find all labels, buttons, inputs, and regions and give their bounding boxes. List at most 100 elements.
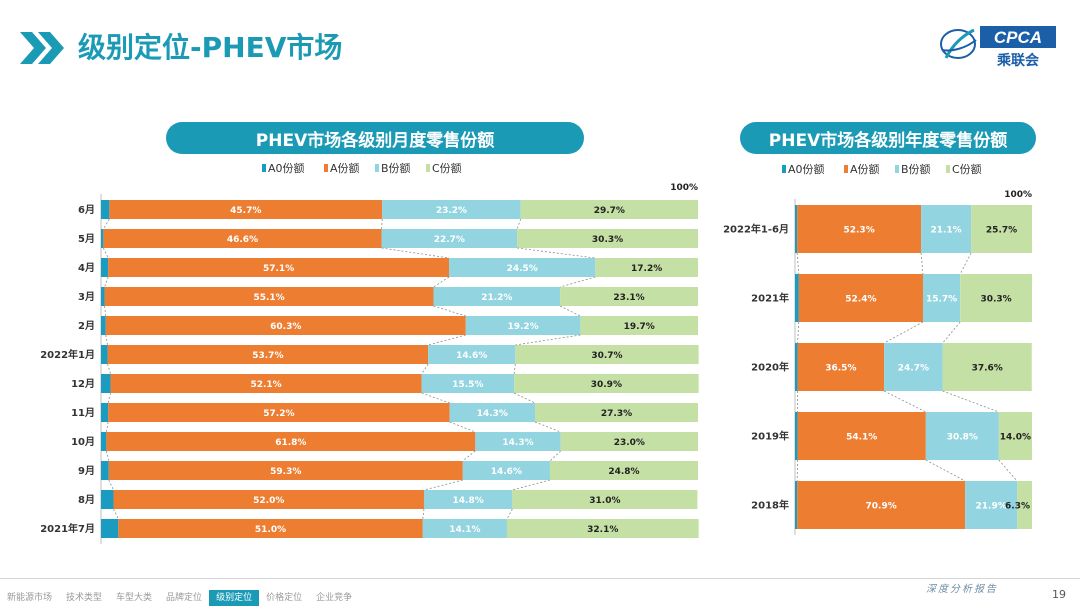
category-label: 8月 (78, 494, 95, 506)
bar-a (109, 200, 383, 219)
page-number: 19 (1052, 588, 1066, 601)
data-label-a: 52.1% (250, 380, 281, 390)
legend-label-a: A份额 (330, 162, 360, 175)
bar-b (423, 490, 513, 509)
legend-label-b: B份额 (901, 163, 931, 176)
bar-a (113, 490, 424, 509)
data-label-c: 30.7% (591, 351, 622, 361)
category-label: 2022年1月 (40, 348, 95, 361)
footer-nav-item[interactable]: 技术类型 (66, 593, 103, 603)
bar-b (433, 287, 561, 306)
bar-b (428, 345, 516, 364)
logo-text: CPCA (994, 28, 1042, 47)
bar-c (560, 432, 698, 451)
category-label: 2020年 (751, 361, 789, 374)
footer-nav-item[interactable]: 车型大类 (116, 593, 153, 603)
bar-b (922, 274, 961, 322)
legend-label-a0: A0份额 (788, 163, 825, 176)
category-label: 2019年 (751, 430, 789, 443)
legend-swatch-a (324, 164, 328, 172)
cpca-logo: CPCA 乘联会 (940, 26, 1056, 69)
bar-c (512, 490, 698, 509)
connector-line (797, 321, 800, 344)
data-label-a: 60.3% (270, 322, 301, 332)
bar-b (465, 316, 581, 335)
bar-a (797, 481, 966, 529)
legend-swatch-a (844, 165, 848, 173)
connector-line (103, 247, 109, 259)
bar-a (108, 403, 450, 422)
data-label-b: 24.7% (898, 364, 929, 374)
data-label-b: 24.5% (507, 264, 538, 274)
connector-line (506, 508, 513, 520)
data-label-a: 53.7% (252, 351, 283, 361)
bar-a0 (101, 229, 104, 248)
footer-divider (0, 578, 1080, 579)
bar-b (422, 519, 507, 538)
connector-line (423, 479, 463, 491)
bar-a (104, 287, 434, 306)
connector-line (449, 421, 476, 433)
connector-line (104, 276, 109, 288)
bar-a0 (795, 412, 798, 460)
connector-line (421, 392, 450, 404)
connector-line (942, 321, 961, 344)
bar-a0 (101, 403, 109, 422)
connector-line (534, 421, 561, 433)
bar-a0 (795, 274, 799, 322)
legend-swatch-c (426, 164, 430, 172)
connector-line (107, 363, 111, 375)
bar-c (971, 205, 1032, 253)
data-label-a: 54.1% (846, 433, 877, 443)
data-label-b: 21.1% (930, 226, 961, 236)
data-label-a: 57.1% (263, 264, 294, 274)
data-label-a: 57.2% (263, 409, 294, 419)
max-label: 100% (1004, 190, 1032, 200)
connector-line (381, 218, 383, 230)
data-label-c: 29.7% (594, 206, 625, 216)
bar-b (475, 432, 561, 451)
bar-c (595, 258, 698, 277)
connector-line (428, 334, 466, 346)
connector-line (104, 305, 107, 317)
bar-a0 (101, 345, 108, 364)
data-label-c: 19.7% (624, 322, 655, 332)
category-label: 2022年1-6月 (723, 223, 789, 236)
category-label: 9月 (78, 465, 95, 477)
connector-line (105, 334, 108, 346)
data-label-a: 52.4% (845, 295, 876, 305)
footer-nav-item[interactable]: 新能源市场 (7, 593, 53, 603)
footer-nav-item[interactable]: 品牌定位 (166, 593, 203, 603)
connector-line (925, 459, 966, 482)
data-label-a: 61.8% (275, 438, 306, 448)
data-label-b: 30.8% (947, 433, 978, 443)
logo-chinese: 乘联会 (996, 52, 1040, 69)
category-label: 2021年 (751, 292, 789, 305)
footer-nav-item[interactable]: 级别定位 (209, 590, 260, 606)
footer-nav: 新能源市场 技术类型 车型大类 品牌定位 级别定位 价格定位 企业竞争 (0, 590, 359, 608)
connector-line (103, 218, 110, 230)
footer-nav-item[interactable]: 企业竞争 (316, 593, 353, 603)
bar-c (549, 461, 698, 480)
chevron-right-icon (20, 32, 64, 64)
data-label-c: 30.3% (980, 295, 1011, 305)
connector-line (381, 247, 450, 259)
footer-nav-item[interactable]: 价格定位 (266, 593, 303, 603)
bar-c (517, 229, 698, 248)
data-label-a: 45.7% (230, 206, 261, 216)
max-label: 100% (670, 183, 698, 193)
data-label-b: 14.8% (453, 496, 484, 506)
data-label-b: 14.1% (449, 525, 480, 535)
connector-line (998, 459, 1018, 482)
data-label-c: 27.3% (601, 409, 632, 419)
bar-c (535, 403, 698, 422)
connector-line (462, 450, 476, 462)
category-label: 10月 (71, 436, 95, 448)
bar-c (1017, 481, 1032, 529)
bar-b (884, 343, 943, 391)
bar-a (107, 345, 429, 364)
category-label: 5月 (78, 233, 95, 245)
data-label-c: 6.3% (1005, 502, 1030, 512)
bar-c (580, 316, 698, 335)
